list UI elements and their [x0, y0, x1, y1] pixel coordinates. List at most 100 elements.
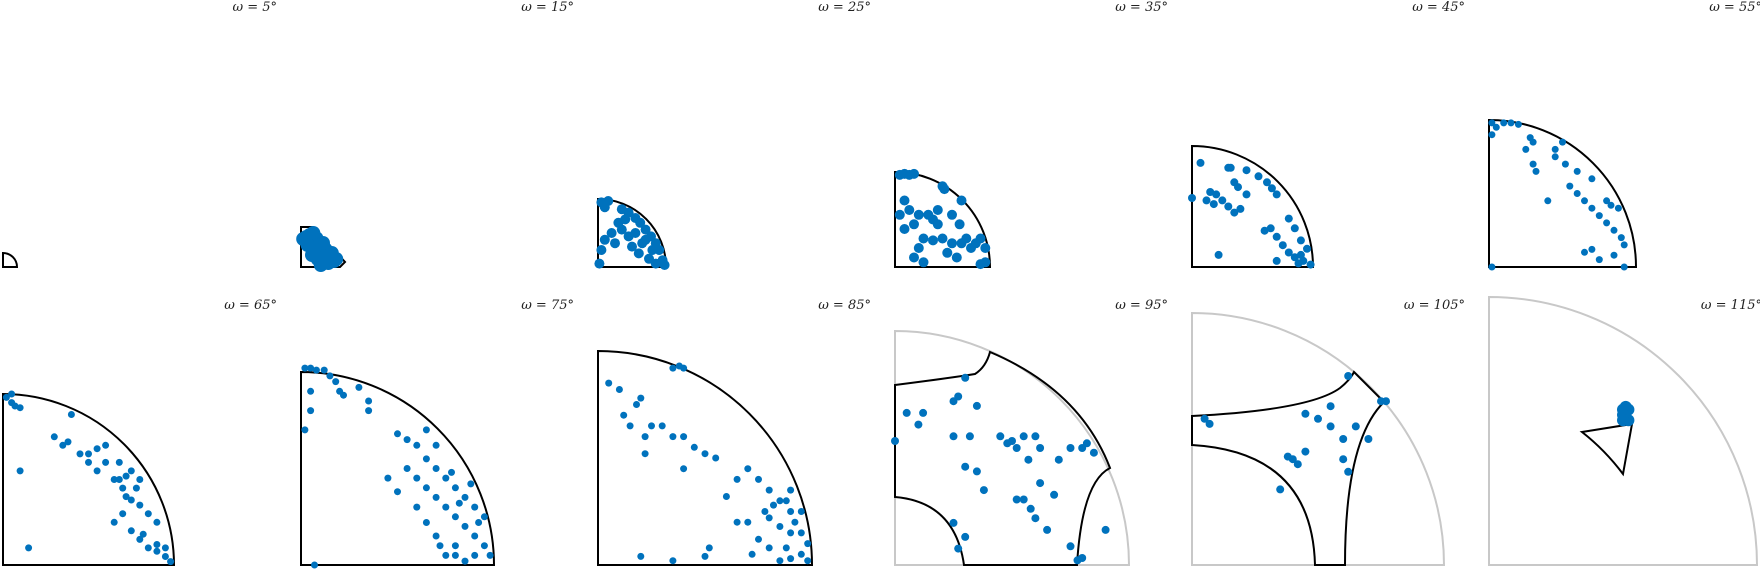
data-point	[127, 467, 135, 475]
data-point	[16, 404, 24, 412]
data-point	[954, 392, 963, 401]
data-point	[312, 366, 320, 374]
data-point	[961, 233, 972, 244]
data-point	[791, 518, 799, 526]
panel-omega-95: ω = 95°	[891, 298, 1168, 566]
data-point	[340, 391, 347, 399]
panel-title: ω = 55°	[1709, 0, 1760, 15]
scatter-points	[891, 373, 1110, 565]
data-point	[765, 486, 773, 494]
data-point	[127, 496, 135, 504]
data-point	[947, 238, 957, 249]
data-point	[442, 551, 450, 559]
data-point	[1008, 437, 1016, 445]
data-point	[1529, 160, 1537, 168]
panel-title: ω = 115°	[1701, 298, 1760, 313]
data-point	[413, 474, 421, 482]
data-point	[1610, 226, 1618, 234]
data-point	[891, 437, 899, 445]
data-point	[1066, 542, 1075, 551]
panel-omega-25: ω = 25°	[594, 0, 871, 270]
data-point	[153, 518, 161, 526]
data-point	[633, 248, 644, 259]
data-point	[947, 209, 957, 220]
data-point	[1218, 196, 1227, 205]
data-point	[451, 484, 459, 492]
data-point	[701, 552, 709, 560]
data-point	[1551, 153, 1559, 161]
data-point	[640, 234, 651, 245]
data-point	[1617, 414, 1629, 427]
data-point	[1078, 554, 1087, 562]
data-point	[115, 458, 123, 466]
data-point	[1588, 175, 1596, 183]
data-point	[365, 397, 373, 405]
panel-title: ω = 95°	[1115, 298, 1168, 313]
data-point	[913, 243, 924, 253]
data-point	[471, 532, 479, 540]
data-point	[954, 544, 963, 553]
data-point	[980, 243, 991, 253]
data-point	[432, 532, 440, 540]
data-point	[1012, 495, 1021, 504]
data-point	[1620, 241, 1628, 249]
data-point	[1306, 260, 1315, 269]
data-point	[641, 433, 649, 441]
outer-sector-outline	[1191, 311, 1446, 566]
fundamental-zone-boundary	[894, 350, 1112, 566]
data-point	[919, 408, 928, 417]
data-point	[1242, 190, 1251, 199]
data-point	[899, 224, 910, 234]
data-point	[110, 476, 118, 483]
data-point	[1326, 422, 1335, 431]
data-point	[1344, 372, 1353, 380]
scatter-points	[1200, 372, 1390, 494]
data-point	[894, 209, 905, 220]
data-point	[594, 258, 605, 269]
data-point	[942, 247, 953, 258]
data-point	[949, 518, 958, 527]
data-point	[620, 214, 631, 225]
data-point	[765, 544, 773, 552]
data-point	[640, 224, 651, 235]
panel-title: ω = 5°	[232, 0, 277, 15]
data-point	[85, 458, 92, 466]
data-point	[110, 518, 118, 526]
data-point	[1544, 197, 1552, 205]
panel-title: ω = 75°	[521, 298, 574, 313]
data-point	[1492, 123, 1500, 131]
data-point	[961, 462, 970, 471]
data-point	[1205, 419, 1214, 428]
data-point	[136, 501, 144, 509]
data-point	[1514, 120, 1522, 128]
data-point	[599, 234, 610, 245]
data-point	[115, 476, 123, 483]
panel-omega-35: ω = 35°	[894, 0, 1168, 270]
data-point	[776, 497, 784, 505]
data-point	[442, 474, 450, 482]
data-point	[635, 217, 646, 228]
data-point	[932, 219, 943, 230]
panel-omega-45: ω = 45°	[1188, 0, 1465, 269]
data-point	[136, 535, 144, 543]
data-point	[1254, 172, 1263, 181]
data-point	[326, 372, 334, 380]
data-point	[722, 493, 730, 500]
data-point	[961, 373, 970, 382]
fundamental-sector-boundary	[2, 251, 19, 268]
data-point	[1561, 160, 1569, 168]
data-point	[733, 475, 741, 483]
data-point	[1267, 184, 1276, 193]
data-point	[16, 467, 24, 475]
data-point	[422, 519, 430, 526]
scatter-points	[296, 226, 344, 272]
data-point	[1301, 409, 1310, 418]
fundamental-zone-boundary	[1579, 422, 1634, 477]
data-point	[972, 401, 981, 410]
data-point	[394, 430, 401, 438]
data-point	[1588, 204, 1596, 212]
scatter-points	[301, 364, 494, 569]
data-point	[680, 465, 688, 473]
data-point	[755, 475, 762, 483]
data-point	[1089, 448, 1098, 457]
